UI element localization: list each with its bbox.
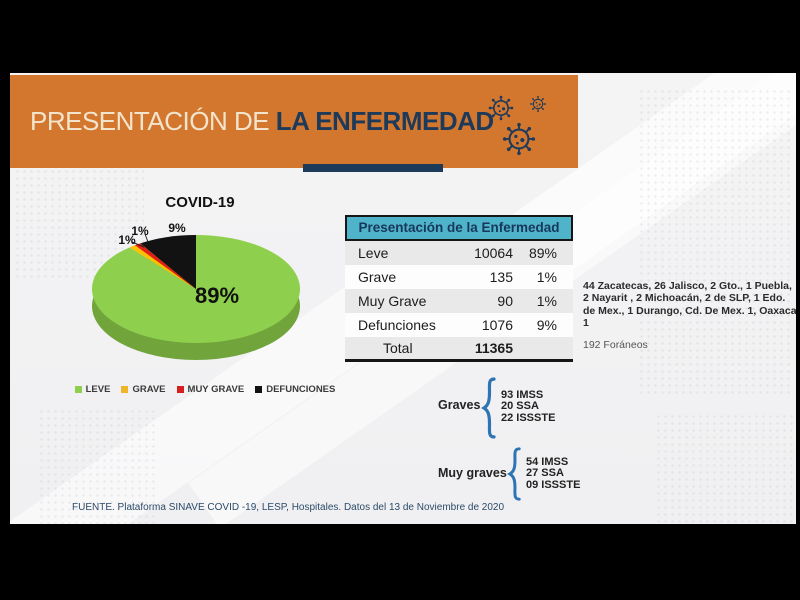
row-value: 1076: [481, 317, 513, 333]
label-callout-line: [144, 233, 149, 243]
pie-slice-muy-grave: [134, 243, 196, 289]
graves-item: 93 IMSS: [501, 389, 544, 401]
halftone-pattern: [638, 88, 790, 398]
legend-swatch-leve: [74, 386, 82, 393]
legend-item-muy-grave: MUY GRAVE: [176, 384, 245, 395]
presentation-table: Presentación de la Enfermedad Leve 10064…: [345, 215, 573, 362]
legend-item-defunciones: DEFUNCIONES: [255, 384, 335, 395]
legend-label: MUY GRAVE: [187, 384, 245, 395]
table-total-row: Total 11365: [345, 337, 573, 359]
graves-items: 93 IMSS 20 SSA 22 ISSSTE: [501, 389, 556, 424]
row-value: 10064: [474, 245, 513, 261]
muy-graves-item: 09 ISSSTE: [526, 478, 581, 491]
virus-icon: [487, 94, 515, 122]
brace-icon: [481, 377, 496, 439]
row-label: Leve: [358, 245, 389, 261]
muy-graves-item: 54 IMSS: [526, 456, 569, 468]
pie-label-grave: 1%: [118, 233, 136, 247]
page-title: PRESENTACIÓN DE LA ENFERMEDAD: [30, 106, 494, 137]
pie-legend: LEVE GRAVE MUY GRAVE DEFUNCIONES: [70, 384, 340, 395]
banner-accent-bar: [303, 164, 443, 172]
page-title-regular: PRESENTACIÓN DE: [30, 106, 276, 136]
total-label: Total: [383, 340, 413, 356]
pie-slice-defunciones: [140, 235, 196, 289]
slide-background: PRESENTACIÓN DE LA ENFERMEDAD: [10, 73, 796, 524]
legend-item-leve: LEVE: [74, 384, 111, 395]
pie-slice-leve: [92, 235, 301, 343]
row-label: Grave: [358, 269, 397, 285]
legend-swatch-grave: [121, 386, 129, 393]
virus-icon: [501, 121, 537, 157]
legend-label: LEVE: [85, 384, 111, 395]
pie-label-leve: 89%: [195, 283, 239, 308]
row-value: 135: [489, 269, 513, 285]
title-banner: PRESENTACIÓN DE LA ENFERMEDAD: [10, 75, 578, 168]
legend-swatch-defunciones: [255, 386, 263, 393]
row-percent: 1%: [536, 269, 557, 285]
pie-label-muy-grave: 1%: [131, 224, 149, 238]
pie-slice-grave: [129, 245, 196, 289]
table-row: Leve 10064 89%: [345, 241, 573, 265]
row-label: Muy Grave: [358, 293, 427, 309]
brace-icon: [507, 447, 521, 501]
row-value: 90: [497, 293, 513, 309]
graves-item: 22 ISSSTE: [501, 411, 556, 424]
source-footer: FUENTE. Plataforma SINAVE COVID -19, LES…: [72, 502, 505, 513]
table-row: Defunciones 1076 9%: [345, 313, 573, 337]
row-percent: 9%: [536, 317, 557, 333]
states-breakdown-note: 44 Zacatecas, 26 Jalisco, 2 Gto., 1 Pueb…: [583, 280, 796, 329]
pie-chart-title: COVID-19: [165, 194, 235, 211]
muy-graves-label: Muy graves: [438, 466, 507, 480]
row-percent: 89%: [528, 245, 557, 261]
halftone-pattern: [655, 413, 793, 524]
pie-label-defunciones: 9%: [168, 221, 186, 235]
row-percent: 1%: [536, 293, 557, 309]
graves-item: 20 SSA: [501, 400, 539, 413]
row-label: Defunciones: [358, 317, 436, 333]
legend-swatch-muy-grave: [176, 386, 184, 393]
total-value: 11365: [474, 340, 513, 356]
legend-item-grave: GRAVE: [121, 384, 166, 395]
virus-icons: [487, 94, 547, 157]
legend-label: DEFUNCIONES: [266, 384, 336, 395]
label-callout-line: [131, 241, 145, 248]
table-row: Muy Grave 90 1%: [345, 289, 573, 313]
virus-icon: [529, 95, 547, 113]
page-title-bold: LA ENFERMEDAD: [275, 106, 494, 136]
muy-graves-item: 27 SSA: [526, 467, 564, 480]
legend-label: GRAVE: [132, 384, 166, 395]
table-title: Presentación de la Enfermedad: [345, 217, 573, 241]
table-row: Grave 135 1%: [345, 265, 573, 289]
graves-label: Graves: [438, 398, 481, 412]
muy-graves-items: 54 IMSS 27 SSA 09 ISSSTE: [526, 456, 581, 491]
foraneos-note: 192 Foráneos: [583, 339, 648, 351]
covid-pie-chart: 9% 1% 1% 89%: [92, 221, 301, 360]
